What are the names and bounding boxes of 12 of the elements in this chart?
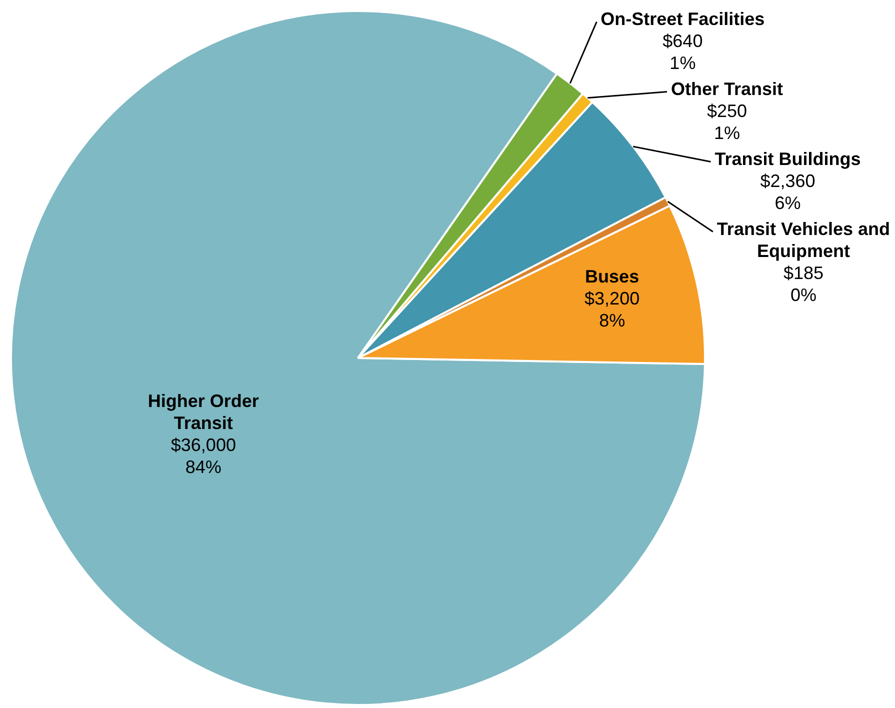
slice-label: Buses: [585, 266, 640, 287]
data-label: $640 1%: [662, 30, 703, 73]
slice-label: Transit Buildings: [714, 148, 861, 169]
slice-label: Other Transit: [671, 78, 784, 99]
slice-label: On-Street Facilities: [600, 8, 765, 29]
slice-label: Transit Vehicles and Equipment: [716, 218, 890, 261]
data-label: $250 1%: [706, 100, 748, 143]
data-label: $3,200 8%: [584, 288, 640, 331]
data-label: $36,000 84%: [170, 434, 236, 477]
data-label: $185 0%: [783, 262, 824, 305]
data-label: $2,360 6%: [760, 170, 816, 213]
slice-label: Higher Order Transit: [148, 390, 259, 433]
